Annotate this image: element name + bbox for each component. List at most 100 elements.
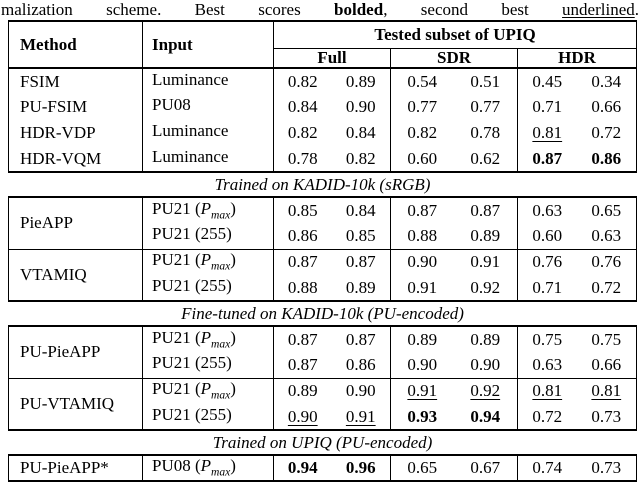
input-cell: PU08 (Pmax) — [142, 455, 274, 482]
score-cell: 0.90 — [390, 248, 454, 275]
input-label: ) — [230, 250, 236, 270]
input-label: ) — [230, 198, 236, 218]
input-label: PU08 — [152, 95, 191, 115]
score-cell: 0.34 — [576, 68, 638, 94]
input-math-var: P — [200, 379, 212, 399]
score-cell: 0.89 — [331, 275, 391, 301]
score-cell: 0.72 — [576, 275, 638, 301]
score-cell: 0.91 — [331, 404, 391, 430]
caption-text: malization scheme. Best scores — [1, 0, 335, 19]
section-header-row: Fine-tuned on KADID-10k (PU-encoded) — [8, 300, 637, 327]
score-cell: 0.84 — [331, 197, 391, 223]
table-row-pu-vtamiq-pmax: PU-VTAMIQ PU21 (Pmax) 0.89 0.90 0.91 0.9… — [8, 377, 638, 430]
col-header-full: Full — [273, 48, 391, 69]
score-cell: 0.91 — [390, 377, 454, 404]
input-cell: PU21 (Pmax) — [142, 248, 274, 275]
col-header-method: Method — [8, 20, 143, 69]
input-label: PU21 ( — [152, 250, 201, 270]
input-subscript: max — [211, 465, 231, 479]
score-cell: 0.73 — [576, 404, 638, 430]
score-cell: 0.89 — [331, 68, 391, 94]
score-cell: 0.82 — [331, 146, 391, 172]
input-subscript: max — [211, 388, 231, 402]
score-cell: 0.63 — [532, 354, 563, 374]
input-label: PU21 (255) — [152, 275, 232, 295]
score-cell: 0.87 — [407, 200, 438, 220]
caption-bold-word: bolded — [334, 0, 384, 19]
input-cell: PU21 (255) — [142, 275, 274, 301]
method-cell: HDR-VQM — [8, 146, 143, 172]
table-row-fsim: FSIM Luminance 0.82 0.89 0.54 0.51 0.45 … — [8, 68, 638, 94]
score-cell: 0.92 — [453, 275, 518, 301]
score-cell: 0.88 — [407, 225, 438, 245]
score-cell: 0.67 — [453, 455, 518, 482]
input-cell: PU21 (255) — [142, 404, 274, 430]
table-caption: malization scheme. Best scores bolded, s… — [0, 0, 640, 20]
col-header-tested-subset: Tested subset of UPIQ — [273, 20, 638, 49]
score-cell: 0.94 — [453, 404, 518, 430]
score-cell: 0.90 — [407, 354, 438, 374]
score-cell: 0.81 — [517, 377, 577, 404]
input-subscript: max — [211, 259, 231, 273]
input-math-var: P — [200, 250, 212, 270]
table-row-pu-pieapp-pmax: PU-PieAPP PU21 (Pmax) 0.87 0.87 0.89 0.8… — [8, 326, 638, 378]
score-cell: 0.87 — [331, 248, 391, 275]
method-cell: FSIM — [8, 68, 143, 94]
score-cell: 0.86 — [576, 146, 638, 172]
table-row-vtamiq-pmax: VTAMIQ PU21 (Pmax) 0.87 0.87 0.90 0.91 0… — [8, 248, 638, 301]
input-label: Luminance — [152, 121, 229, 141]
score-cell: 0.87 — [453, 197, 518, 223]
score-cell: 0.60 — [407, 148, 438, 168]
input-label: PU21 ( — [152, 379, 201, 399]
score-cell: 0.65 — [576, 197, 638, 223]
score-cell: 0.78 — [287, 148, 318, 168]
input-label: PU21 (255) — [152, 352, 232, 372]
score-cell: 0.63 — [532, 200, 563, 220]
section-label: Trained on UPIQ (PU-encoded) — [8, 429, 637, 456]
input-cell: PU21 (Pmax) — [142, 326, 274, 352]
score-cell: 0.75 — [576, 326, 638, 352]
method-cell: PU-PieAPP* — [8, 455, 143, 482]
input-cell: Luminance — [142, 68, 274, 94]
score-cell: 0.93 — [407, 406, 438, 426]
input-label: ) — [230, 456, 236, 476]
score-cell: 0.87 — [331, 326, 391, 352]
input-label: PU08 ( — [152, 456, 201, 476]
score-cell: 0.90 — [331, 377, 391, 404]
input-label: PU21 (255) — [152, 404, 232, 424]
method-cell: VTAMIQ — [8, 248, 143, 301]
input-label: PU21 ( — [152, 327, 201, 347]
method-cell: PU-PieAPP — [8, 326, 143, 378]
col-header-sdr: SDR — [390, 48, 518, 69]
col-header-input: Input — [142, 20, 274, 69]
table-row-hdr-vqm: HDR-VQM Luminance 0.78 0.82 0.60 0.62 0.… — [8, 146, 638, 172]
score-cell: 0.76 — [576, 248, 638, 275]
score-cell: 0.85 — [331, 223, 391, 249]
section-label: Trained on KADID-10k (sRGB) — [8, 171, 637, 198]
input-label: PU21 (255) — [152, 223, 232, 243]
input-cell: Luminance — [142, 120, 274, 146]
col-header-hdr: HDR — [517, 48, 638, 69]
input-subscript: max — [211, 337, 231, 351]
score-cell: 0.96 — [331, 455, 391, 482]
table-row-pieapp-pmax: PieAPP PU21 (Pmax) 0.85 0.84 0.87 0.87 0… — [8, 197, 638, 249]
score-cell: 0.87 — [273, 248, 332, 275]
score-cell: 0.90 — [453, 352, 518, 378]
score-cell: 0.81 — [532, 123, 563, 143]
method-cell: HDR-VDP — [8, 120, 143, 146]
input-label: PU21 ( — [152, 198, 201, 218]
score-cell: 0.73 — [576, 455, 638, 482]
input-cell: PU21 (255) — [142, 352, 274, 378]
score-cell: 0.90 — [331, 94, 391, 120]
input-subscript: max — [211, 208, 231, 222]
header-row-1: Method Input Tested subset of UPIQ — [8, 20, 638, 69]
score-cell: 0.71 — [532, 277, 563, 297]
method-cell: PieAPP — [8, 197, 143, 249]
caption-text: . — [634, 0, 639, 19]
score-cell: 0.72 — [532, 406, 563, 426]
score-cell: 0.65 — [390, 455, 454, 482]
input-cell: Luminance — [142, 146, 274, 172]
input-label: ) — [230, 327, 236, 347]
input-math-var: P — [200, 327, 212, 347]
score-cell: 0.87 — [287, 329, 318, 349]
